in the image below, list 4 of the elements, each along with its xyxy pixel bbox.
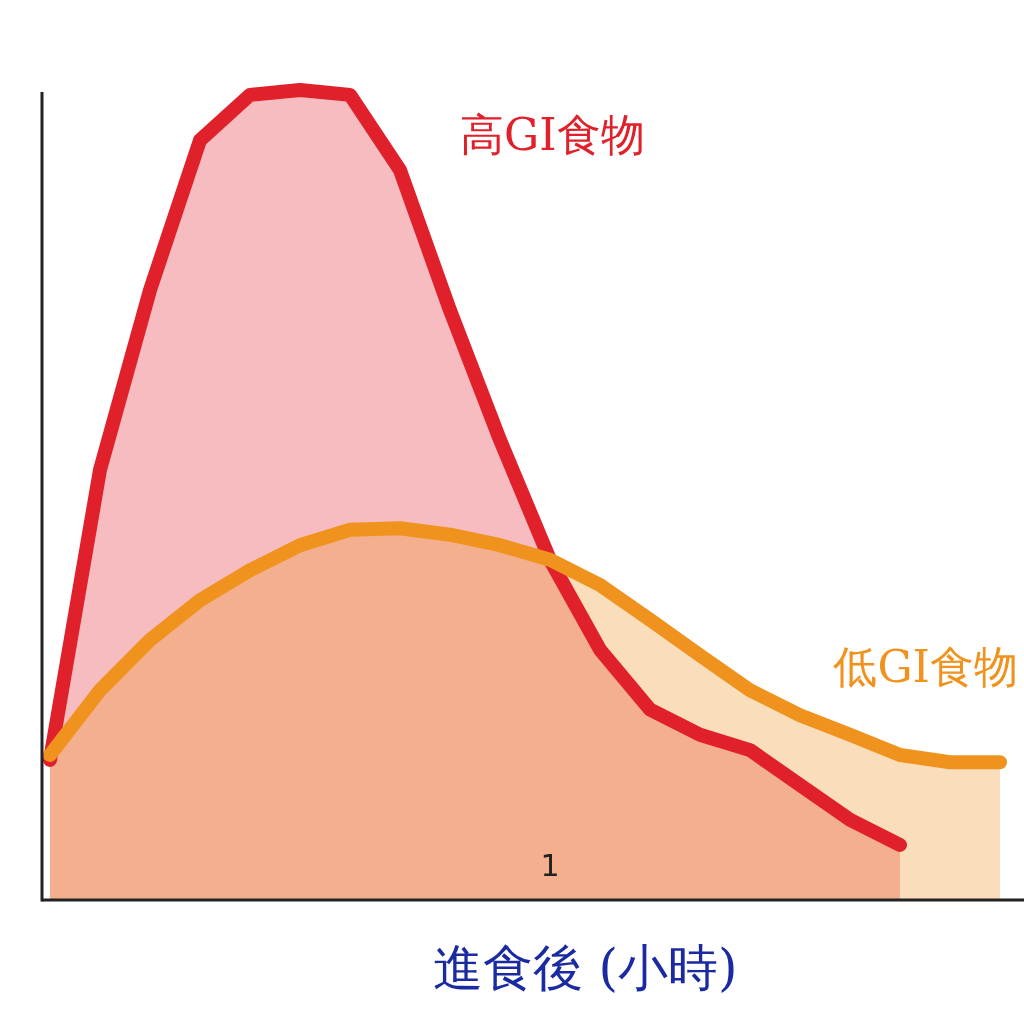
series-label: 低GI食物	[833, 641, 1018, 693]
annotation: 1	[540, 848, 560, 883]
x-axis-title: 進食後 (小時)	[432, 939, 738, 997]
series-label: 高GI食物	[460, 109, 645, 160]
